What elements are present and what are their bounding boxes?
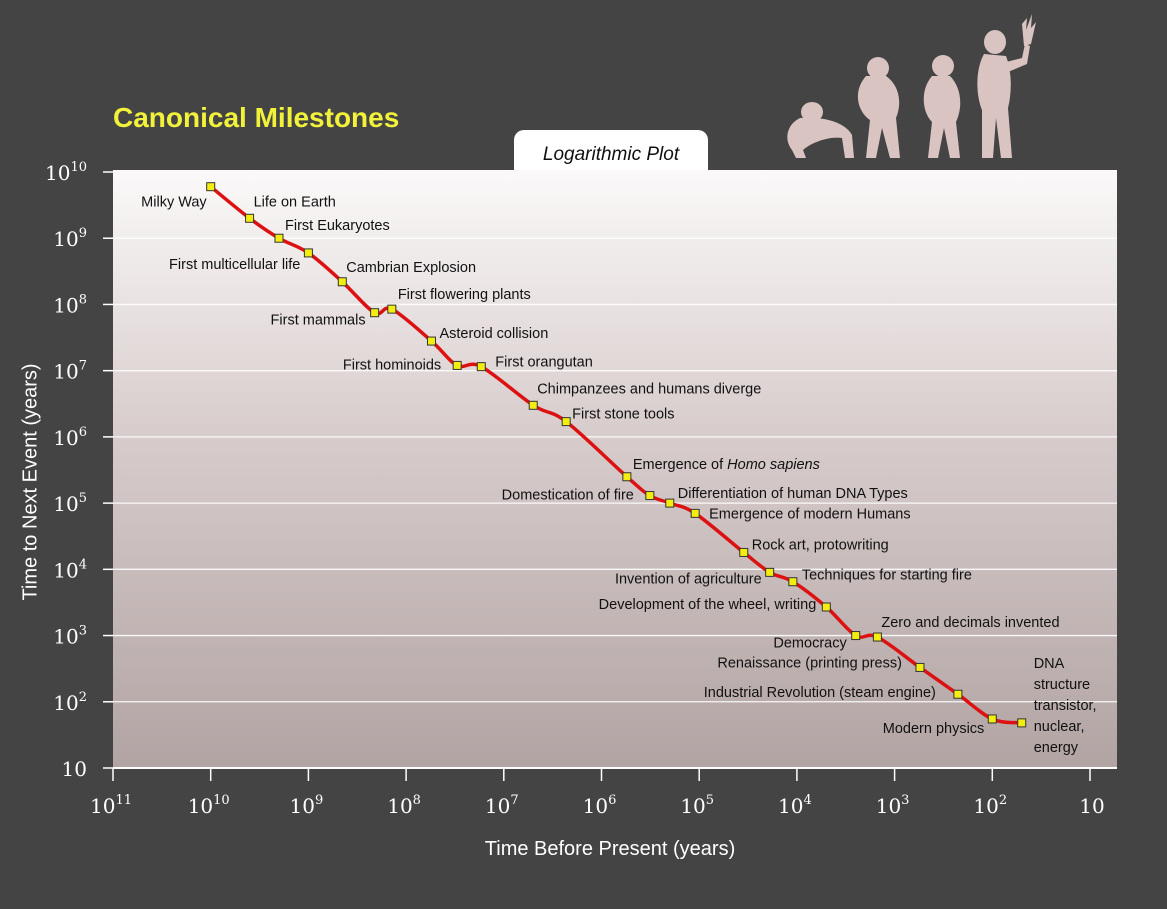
x-tick-label: 103 bbox=[876, 793, 910, 818]
data-point-marker bbox=[274, 233, 284, 243]
data-point-marker bbox=[851, 631, 861, 641]
point-label: Differentiation of human DNA Types bbox=[678, 486, 908, 502]
point-label: Asteroid collision bbox=[439, 326, 548, 342]
data-point-marker bbox=[872, 632, 882, 642]
x-tick-label: 107 bbox=[485, 793, 519, 818]
point-label: Milky Way bbox=[141, 195, 207, 211]
x-axis-label: Time Before Present (years) bbox=[484, 838, 736, 860]
y-tick-label: 104 bbox=[53, 557, 87, 582]
x-tick-label: 10 bbox=[1079, 794, 1104, 818]
data-point-marker bbox=[476, 362, 486, 372]
y-tick-label: 10 bbox=[62, 757, 87, 781]
chart-subtitle: Logarithmic Plot bbox=[514, 130, 708, 170]
data-point-marker bbox=[690, 508, 700, 518]
point-label: First multicellular life bbox=[169, 257, 300, 273]
data-point-marker bbox=[987, 714, 997, 724]
y-tick-label: 107 bbox=[53, 359, 87, 384]
y-tick-label: 106 bbox=[53, 425, 87, 450]
point-label: Techniques for starting fire bbox=[802, 568, 972, 584]
point-label: Invention of agriculture bbox=[615, 571, 762, 587]
point-label: Development of the wheel, writing bbox=[599, 597, 817, 613]
point-label: First Eukaryotes bbox=[285, 218, 390, 234]
point-label: Domestication of fire bbox=[502, 488, 634, 504]
x-tick-label: 102 bbox=[973, 793, 1007, 818]
point-label: Industrial Revolution (steam engine) bbox=[704, 685, 936, 701]
y-tick-label: 103 bbox=[53, 624, 87, 649]
point-label: Renaissance (printing press) bbox=[717, 655, 902, 671]
point-label: Zero and decimals invented bbox=[881, 615, 1059, 631]
data-point-marker bbox=[953, 689, 963, 699]
y-tick-label: 102 bbox=[53, 690, 87, 715]
data-point-marker bbox=[665, 498, 675, 508]
data-point-marker bbox=[245, 213, 255, 223]
data-point-marker bbox=[452, 360, 462, 370]
data-point-marker bbox=[337, 277, 347, 287]
y-tick-label: 108 bbox=[53, 292, 87, 317]
x-tick-label: 108 bbox=[387, 793, 421, 818]
point-labels: Milky Way Life on Earth First Eukaryotes Fi… bbox=[141, 194, 1096, 756]
data-point-marker bbox=[561, 417, 571, 427]
data-point-marker bbox=[426, 336, 436, 346]
point-label: First hominoids bbox=[343, 357, 441, 373]
x-tick-label: 106 bbox=[583, 793, 617, 818]
data-point-marker bbox=[915, 662, 925, 672]
point-label: Cambrian Explosion bbox=[346, 260, 476, 276]
y-tick-label: 109 bbox=[53, 226, 87, 251]
point-label: Modern physics bbox=[883, 721, 985, 737]
point-label: Chimpanzees and humans diverge bbox=[537, 381, 761, 397]
evolution-figures-icon bbox=[787, 14, 1036, 158]
data-series bbox=[206, 182, 1027, 728]
data-point-marker bbox=[739, 547, 749, 557]
chart-title: Canonical Milestones bbox=[113, 102, 400, 133]
y-axis-label: Time to Next Event (years) bbox=[19, 363, 42, 601]
x-tick-label: 1011 bbox=[90, 793, 132, 818]
y-tick-label: 1010 bbox=[45, 160, 87, 185]
point-label: First mammals bbox=[271, 313, 366, 329]
data-point-marker bbox=[788, 577, 798, 587]
point-label: First stone tools bbox=[572, 407, 674, 423]
y-tick-label: 105 bbox=[53, 491, 87, 516]
point-label: First flowering plants bbox=[398, 287, 531, 303]
data-point-marker bbox=[206, 182, 216, 192]
data-point-marker bbox=[821, 602, 831, 612]
data-point-marker bbox=[645, 491, 655, 501]
plot-area bbox=[113, 170, 1117, 768]
data-point-marker bbox=[765, 567, 775, 577]
point-label: First orangutan bbox=[495, 355, 593, 371]
x-tick-label: 1010 bbox=[188, 793, 230, 818]
point-label: Emergence of modern Humans bbox=[709, 506, 911, 522]
data-point-marker bbox=[303, 248, 313, 258]
x-tick-label: 104 bbox=[778, 793, 812, 818]
data-point-marker bbox=[1017, 718, 1027, 728]
point-label: Emergence of Homo sapiens bbox=[633, 457, 820, 473]
data-point-marker bbox=[528, 400, 538, 410]
point-label: Democracy bbox=[773, 636, 847, 652]
grid-lines bbox=[113, 237, 1117, 703]
point-label: Rock art, protowriting bbox=[752, 537, 889, 553]
point-label: Life on Earth bbox=[254, 194, 336, 210]
data-point-marker bbox=[370, 308, 380, 318]
x-tick-label: 109 bbox=[290, 793, 324, 818]
data-point-marker bbox=[622, 472, 632, 482]
data-point-marker bbox=[387, 304, 397, 314]
point-label: DNA structure transistor, nuclear, energy bbox=[1034, 656, 1097, 756]
x-tick-label: 105 bbox=[680, 793, 714, 818]
